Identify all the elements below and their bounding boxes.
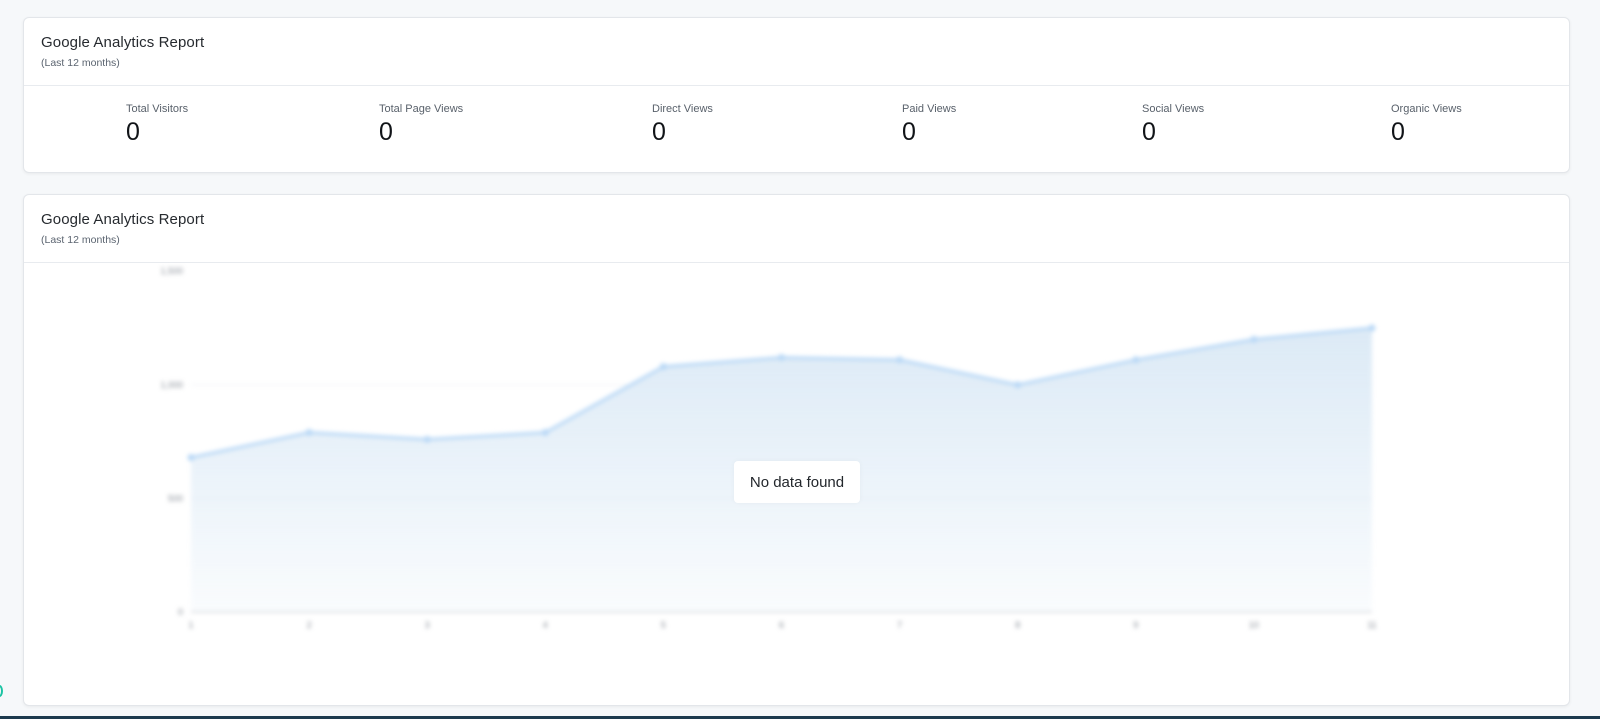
chart-card: Google Analytics Report (Last 12 months)… xyxy=(23,194,1570,706)
stats-card: Google Analytics Report (Last 12 months)… xyxy=(23,17,1570,173)
stat-social-views: Social Views 0 xyxy=(1142,103,1204,147)
stat-total-visitors: Total Visitors 0 xyxy=(126,103,188,147)
y-tick-label: 500 xyxy=(168,493,183,503)
x-tick-label: 3 xyxy=(425,620,430,630)
no-data-message: No data found xyxy=(734,461,860,503)
x-tick-label: 5 xyxy=(661,620,666,630)
stat-label: Organic Views xyxy=(1391,103,1462,115)
x-tick-label: 2 xyxy=(307,620,312,630)
stat-total-page-views: Total Page Views 0 xyxy=(379,103,463,147)
y-tick-label: 1,500 xyxy=(160,266,183,276)
x-tick-label: 7 xyxy=(897,620,902,630)
card-subtitle: (Last 12 months) xyxy=(41,57,120,69)
stat-value: 0 xyxy=(379,118,393,146)
stat-value: 0 xyxy=(126,118,140,146)
stat-direct-views: Direct Views 0 xyxy=(652,103,713,147)
x-tick-label: 4 xyxy=(543,620,548,630)
data-point xyxy=(1132,356,1140,364)
data-point xyxy=(187,454,195,462)
x-tick-label: 9 xyxy=(1133,620,1138,630)
data-point xyxy=(305,429,313,437)
x-tick-label: 6 xyxy=(779,620,784,630)
x-tick-label: 8 xyxy=(1015,620,1020,630)
stat-label: Direct Views xyxy=(652,103,713,115)
stat-value: 0 xyxy=(902,118,916,146)
stat-value: 0 xyxy=(1142,118,1156,146)
stat-label: Social Views xyxy=(1142,103,1205,115)
stat-value: 0 xyxy=(1391,118,1405,146)
data-point xyxy=(423,435,431,443)
card-title: Google Analytics Report xyxy=(41,211,205,228)
status-indicator-icon xyxy=(0,685,3,697)
card-subtitle: (Last 12 months) xyxy=(41,234,120,246)
data-point xyxy=(1368,324,1376,332)
chart-card-header: Google Analytics Report (Last 12 months) xyxy=(24,195,1569,263)
data-point xyxy=(778,354,785,362)
data-point xyxy=(1014,381,1022,389)
data-point xyxy=(659,363,667,371)
y-tick-label: 0 xyxy=(178,607,183,617)
chart-area: 0 500 1,000 1,500 1 2 3 4 5 6 7 8 9 10 11 No data foun… xyxy=(24,265,1569,705)
bottom-bar xyxy=(0,716,1600,719)
data-point xyxy=(896,356,904,364)
card-title: Google Analytics Report xyxy=(41,34,205,51)
data-point xyxy=(1250,335,1258,343)
data-point xyxy=(541,429,549,437)
y-tick-label: 1,000 xyxy=(160,380,183,390)
stat-value: 0 xyxy=(652,118,666,146)
stats-card-header: Google Analytics Report (Last 12 months) xyxy=(24,18,1569,86)
x-tick-label: 10 xyxy=(1249,620,1259,630)
x-tick-label: 1 xyxy=(188,620,193,630)
stat-label: Paid Views xyxy=(902,103,957,115)
stat-organic-views: Organic Views 0 xyxy=(1391,103,1462,147)
stat-label: Total Visitors xyxy=(126,103,189,115)
stat-paid-views: Paid Views 0 xyxy=(902,103,956,147)
x-tick-label: 11 xyxy=(1367,620,1376,630)
stat-label: Total Page Views xyxy=(379,103,464,115)
